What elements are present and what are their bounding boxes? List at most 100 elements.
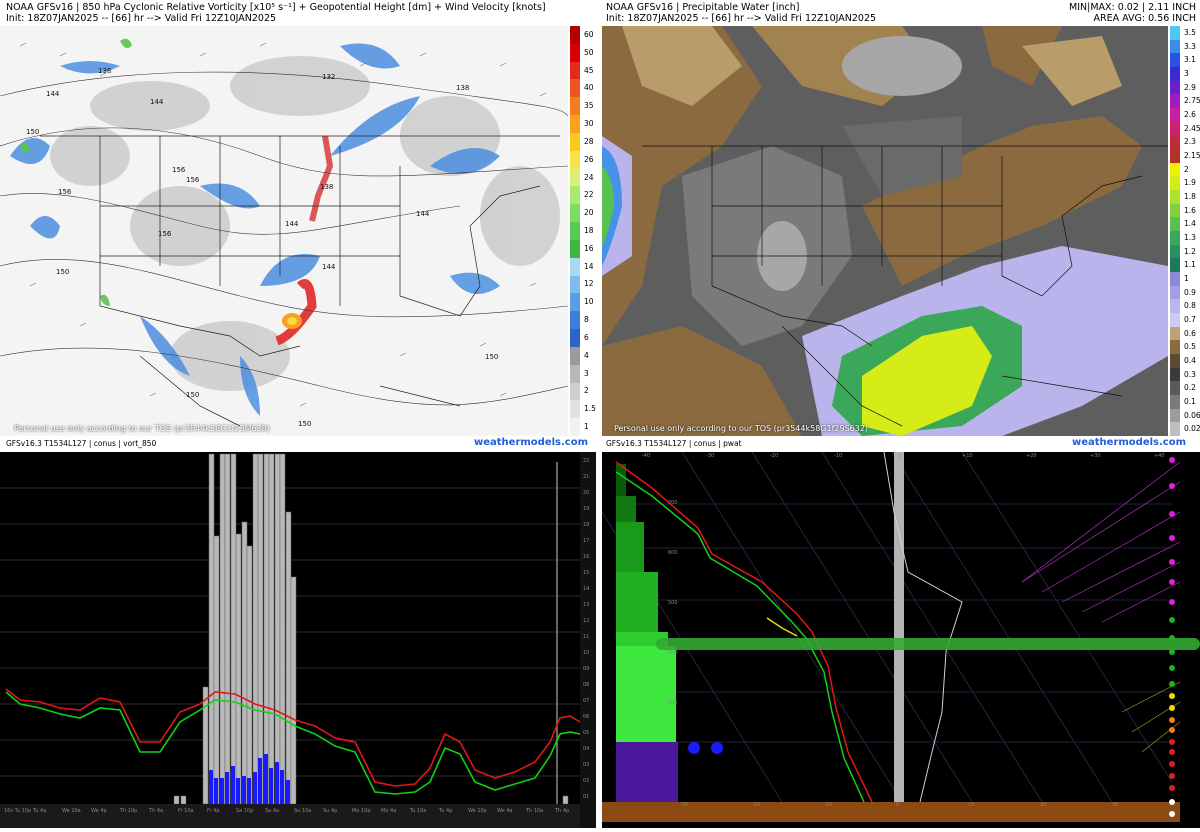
colorbar-swatch bbox=[570, 79, 580, 98]
colorbar-label: 18 bbox=[584, 226, 594, 235]
colorbar-label: 12 bbox=[584, 279, 594, 289]
vorticity-map-watermark[interactable]: weathermodels.com bbox=[474, 437, 589, 448]
vorticity-colorbar: 60 50 45 40 35 30 28 26 24 22 20 18 16 14 12 10 8 6 4 3 2 1.5… bbox=[570, 26, 596, 437]
axis-tick-label: 02 bbox=[583, 778, 590, 784]
colorbar-label: 60 bbox=[584, 29, 594, 39]
axis-tick-label: 700 bbox=[668, 500, 678, 506]
axis-tick-label: Fr 10a bbox=[178, 808, 194, 814]
colorbar-label: 0.8 bbox=[1184, 301, 1196, 311]
meteogram-panel[interactable]: 16z Tu 10p Tu 4a We 10a We 4p Th 10p Th 4a Fr … bbox=[0, 452, 596, 828]
axis-tick-label: +10 bbox=[962, 453, 973, 459]
axis-tick-label: We 10a bbox=[62, 808, 81, 814]
axis-tick-label: 11 bbox=[583, 634, 590, 640]
colorbar-swatch bbox=[570, 222, 580, 241]
colorbar-label: 45 bbox=[584, 65, 594, 75]
colorbar-swatch bbox=[1170, 190, 1180, 205]
colorbar-swatch bbox=[570, 26, 580, 45]
colorbar-label: 24 bbox=[584, 172, 594, 182]
colorbar-label: 2 bbox=[584, 386, 589, 396]
axis-tick-label: We 4a bbox=[497, 808, 513, 814]
vorticity-map-footer: GFSv16.3 T1534L127 | conus | vort_850 bbox=[6, 439, 157, 448]
colorbar-swatch bbox=[1170, 121, 1180, 136]
axis-tick-label: 20 bbox=[1040, 802, 1047, 808]
axis-tick-label: 14 bbox=[583, 586, 590, 592]
colorbar-swatch bbox=[570, 239, 580, 259]
colorbar-label: 35 bbox=[584, 101, 594, 111]
vorticity-map-image[interactable]: 138 144 144 132 138 150 156 156 156 156 … bbox=[0, 26, 568, 436]
colorbar-swatch bbox=[1170, 26, 1180, 41]
pwat-map-image[interactable] bbox=[602, 26, 1168, 436]
axis-tick-label: 07 bbox=[583, 698, 590, 704]
axis-tick-label: -30 bbox=[680, 802, 689, 808]
vorticity-map-init-line: Init: 18Z07JAN2025 -- [66] hr --> Valid … bbox=[6, 13, 277, 24]
axis-tick-label: 17 bbox=[583, 538, 590, 544]
colorbar-swatch bbox=[570, 293, 580, 312]
colorbar-swatch bbox=[1170, 326, 1180, 341]
axis-tick-label: Tu 10a bbox=[410, 808, 427, 814]
axis-tick-label: 300 bbox=[668, 700, 678, 706]
axis-tick-label: 0 bbox=[898, 453, 902, 459]
height-label: 144 bbox=[46, 90, 60, 98]
axis-tick-label: 10 bbox=[583, 650, 590, 656]
colorbar-swatch bbox=[570, 275, 580, 294]
axis-tick-label: Tu 4p bbox=[439, 808, 453, 814]
height-label: 156 bbox=[158, 230, 172, 238]
axis-tick-label: Su 4p bbox=[323, 808, 338, 814]
colorbar-label: 28 bbox=[584, 136, 594, 146]
pwat-map-watermark[interactable]: weathermodels.com bbox=[1072, 437, 1187, 448]
height-label: 144 bbox=[150, 98, 164, 106]
height-label: 132 bbox=[322, 73, 335, 81]
colorbar-label: 0.1 bbox=[1184, 396, 1196, 406]
colorbar-swatch bbox=[570, 364, 580, 383]
height-label: 156 bbox=[58, 188, 72, 196]
pwat-map-tos-note: Personal use only according to our TOS (… bbox=[614, 424, 869, 433]
axis-tick-label: Tu 4a bbox=[33, 808, 47, 814]
axis-tick-label: We 4p bbox=[91, 808, 107, 814]
axis-tick-label: 03 bbox=[583, 762, 590, 768]
height-label: 138 bbox=[320, 183, 333, 191]
colorbar-swatch bbox=[1170, 217, 1180, 232]
colorbar-label: 10 bbox=[584, 297, 594, 307]
colorbar-swatch bbox=[1170, 258, 1180, 273]
axis-tick-label: 08 bbox=[583, 682, 590, 688]
colorbar-swatch bbox=[1170, 340, 1180, 355]
axis-tick-label: -30 bbox=[706, 453, 715, 459]
colorbar-swatch bbox=[570, 150, 580, 170]
colorbar-label: 2.6 bbox=[1184, 109, 1196, 119]
height-label: 144 bbox=[416, 210, 430, 218]
colorbar-label: 0.6 bbox=[1184, 328, 1196, 338]
pwat-map-title: NOAA GFSv16 | Precipitable Water [inch] bbox=[606, 2, 800, 13]
colorbar-label: 2.15 bbox=[1184, 150, 1200, 160]
colorbar-swatch bbox=[570, 418, 580, 437]
colorbar-swatch bbox=[1170, 381, 1180, 396]
colorbar-label: 1.5 bbox=[584, 404, 596, 414]
pwat-map-footer: GFSv16.3 T1534L127 | conus | pwat bbox=[606, 439, 742, 448]
height-label: 150 bbox=[26, 128, 39, 136]
colorbar-swatch bbox=[1170, 135, 1180, 150]
axis-tick-label: 400 bbox=[668, 650, 678, 656]
colorbar-swatch bbox=[1170, 203, 1180, 218]
colorbar-label: 26 bbox=[584, 154, 594, 164]
sounding-panel[interactable]: -40 -30 -20 -10 0 +10 +20 +30 +40 -30 -20 -10 0 10 20… bbox=[601, 451, 1200, 828]
colorbar-swatch bbox=[570, 168, 580, 187]
colorbar-label: 0.7 bbox=[1184, 314, 1196, 324]
colorbar-swatch bbox=[1170, 39, 1180, 54]
axis-tick-label: +20 bbox=[1026, 453, 1037, 459]
axis-tick-label: 18 bbox=[583, 522, 590, 528]
colorbar-label: 22 bbox=[584, 190, 594, 200]
axis-tick-label: -10 bbox=[824, 802, 833, 808]
colorbar-swatch bbox=[1170, 408, 1180, 423]
colorbar-label: 6 bbox=[584, 332, 589, 342]
height-label: 150 bbox=[485, 353, 498, 361]
axis-tick-label: 06 bbox=[583, 714, 590, 720]
pwat-map-init-line: Init: 18Z07JAN2025 -- [66] hr --> Valid … bbox=[606, 13, 877, 24]
axis-tick-label: 12 bbox=[583, 618, 590, 624]
colorbar-swatch bbox=[570, 311, 580, 330]
colorbar-swatch bbox=[1170, 367, 1180, 382]
skewt-plot bbox=[601, 451, 1200, 828]
colorbar-swatch bbox=[1170, 67, 1180, 82]
colorbar-swatch bbox=[1170, 53, 1180, 68]
axis-tick-label: -20 bbox=[770, 453, 779, 459]
colorbar-swatch bbox=[570, 61, 580, 80]
pwat-minmax: MIN|MAX: 0.02 | 2.11 INCH bbox=[1069, 2, 1196, 13]
